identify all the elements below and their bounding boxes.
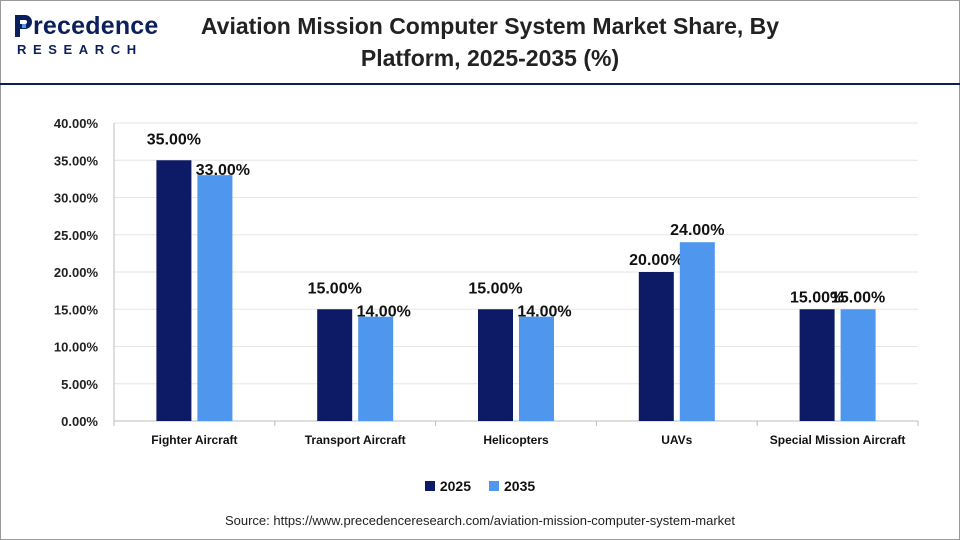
legend-swatch-2035: [489, 481, 499, 491]
legend-label-2025: 2025: [439, 478, 471, 494]
x-tick-label: Special Mission Aircraft: [770, 433, 906, 447]
bar-2035-0: [197, 175, 233, 421]
data-label-2035-0: 33.00%: [196, 162, 250, 179]
data-label-2025-4: 15.00%: [790, 289, 844, 306]
y-tick-label: 15.00%: [54, 302, 99, 317]
x-tick-label: Helicopters: [483, 433, 549, 447]
y-tick-label: 40.00%: [54, 116, 99, 131]
legend-label-2035: 2035: [504, 478, 536, 494]
bar-2035-1: [358, 316, 394, 421]
bar-2035-2: [519, 316, 554, 421]
source-note: Source: https://www.precedenceresearch.c…: [224, 513, 736, 528]
data-label-2025-1: 15.00%: [308, 280, 362, 297]
y-tick-label: 20.00%: [54, 265, 99, 280]
brand-logo: recedence RESEARCH: [14, 12, 164, 62]
bar-2035-4: [840, 309, 876, 421]
y-tick-label: 10.00%: [54, 340, 99, 355]
chart-title-line-1: Aviation Mission Computer System Market …: [200, 13, 780, 39]
data-label-2025-2: 15.00%: [468, 280, 522, 297]
legend-swatch-2025: [424, 481, 435, 491]
data-label-2035-4: 15.00%: [831, 289, 885, 306]
logo-subtitle: RESEARCH: [17, 42, 143, 57]
data-label-2035-1: 14.00%: [357, 304, 411, 321]
legend: 2025 2035: [0, 478, 960, 494]
x-tick-label: Fighter Aircraft: [151, 433, 237, 447]
data-label-2035-2: 14.00%: [517, 304, 571, 321]
y-tick-label: 0.00%: [61, 414, 98, 429]
data-label-2025-3: 20.00%: [629, 252, 683, 269]
bar-2025-0: [156, 160, 192, 421]
y-tick-label: 25.00%: [54, 228, 99, 243]
x-tick-label: UAVs: [661, 433, 692, 447]
bar-2025-4: [799, 309, 835, 421]
logo-wordmark: recedence: [33, 12, 159, 40]
y-tick-label: 5.00%: [61, 377, 98, 392]
chart-title: Aviation Mission Computer System Market …: [170, 10, 810, 74]
bar-2025-3: [638, 272, 674, 421]
y-tick-label: 30.00%: [54, 191, 99, 206]
bar-2035-3: [679, 242, 715, 421]
header-divider: [0, 83, 960, 85]
legend-item-2035: 2035: [489, 478, 535, 494]
header: recedence RESEARCH Aviation Mission Comp…: [0, 0, 960, 83]
chart-title-line-2: Platform, 2025-2035 (%): [360, 45, 620, 71]
data-label-2025-0: 35.00%: [147, 131, 201, 148]
bar-2025-2: [478, 309, 513, 421]
y-tick-label: 35.00%: [54, 153, 99, 168]
logo-p-icon: [15, 15, 32, 37]
data-label-2035-3: 24.00%: [670, 222, 724, 239]
x-tick-label: Transport Aircraft: [305, 433, 406, 447]
bar-2025-1: [317, 309, 353, 421]
legend-item-2025: 2025: [424, 478, 471, 494]
